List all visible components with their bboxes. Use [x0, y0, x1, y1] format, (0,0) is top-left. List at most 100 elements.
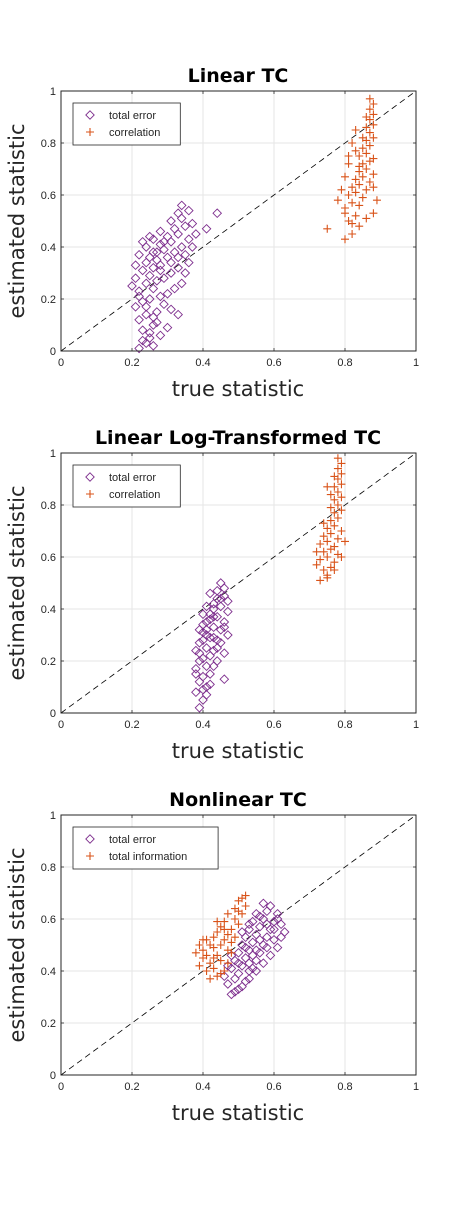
data-point-total-error	[215, 601, 226, 612]
data-point-total-error	[152, 255, 162, 265]
data-point-total-error	[141, 301, 152, 312]
data-point-total-error	[208, 645, 219, 656]
data-point-total-error	[180, 249, 191, 260]
data-point-total-error	[208, 611, 219, 622]
data-point-total-error	[137, 325, 148, 336]
data-point-total-error	[187, 242, 198, 252]
data-point-correlation	[369, 183, 378, 192]
reference-line	[60, 452, 417, 714]
data-point-total-error	[240, 942, 251, 953]
data-point-total-error	[233, 968, 244, 979]
legend-box	[72, 464, 181, 508]
legend-label-correlation: correlation	[109, 489, 160, 501]
data-point-total-error	[155, 239, 166, 250]
data-point-total-error	[162, 288, 173, 299]
x-tick-label: 0.2	[124, 1081, 139, 1093]
legend-label-correlation: correlation	[109, 127, 160, 139]
x-tick-label: 1	[413, 1081, 419, 1093]
data-point-total-information	[241, 902, 250, 910]
y-tick-label: 0.4	[41, 966, 56, 978]
data-point-total-error	[201, 643, 212, 653]
data-point-total-error	[269, 924, 279, 935]
y-tick-label: 0.4	[41, 242, 56, 254]
data-point-total-error	[134, 343, 144, 354]
legend-marker-total-error	[85, 472, 95, 482]
data-point-total-error	[134, 314, 144, 325]
data-point-total-error	[244, 958, 254, 969]
data-point-total-error	[212, 208, 223, 219]
data-point-total-error	[208, 632, 219, 643]
data-point-total-error	[244, 973, 254, 984]
data-point-total-information	[209, 943, 218, 952]
data-point-total-error	[144, 333, 155, 343]
data-point-correlation	[333, 454, 342, 463]
data-point-correlation	[355, 162, 364, 171]
data-point-correlation	[326, 503, 335, 512]
data-point-total-error	[205, 632, 215, 643]
data-point-total-information	[202, 967, 211, 975]
data-point-total-error	[134, 286, 144, 297]
reference-line	[60, 90, 417, 352]
data-point-correlation	[369, 209, 378, 218]
data-point-total-error	[130, 273, 141, 284]
data-point-correlation	[348, 230, 357, 238]
data-point-total-information	[230, 933, 239, 942]
data-point-total-error	[269, 934, 279, 945]
data-point-total-error	[159, 273, 169, 284]
data-point-total-error	[134, 291, 144, 302]
data-point-total-error	[155, 330, 166, 341]
data-point-correlation	[365, 94, 374, 103]
data-point-total-information	[223, 946, 232, 955]
series-correlation	[323, 94, 381, 244]
data-point-total-information	[199, 935, 207, 944]
data-point-total-error	[155, 291, 166, 302]
data-point-correlation	[362, 185, 371, 194]
y-axis-label: estimated statistic	[5, 123, 29, 318]
legend-box	[72, 102, 181, 146]
data-point-total-error	[201, 630, 212, 640]
data-point-correlation	[369, 154, 378, 163]
data-point-total-error	[262, 919, 272, 930]
data-point-total-error	[233, 958, 244, 969]
x-tick-label: 0	[58, 719, 64, 731]
data-point-correlation	[355, 180, 364, 189]
y-tick-label: 0.6	[41, 914, 56, 926]
y-tick-label: 0.8	[41, 862, 56, 874]
data-point-total-error	[215, 578, 226, 588]
data-point-correlation	[341, 537, 349, 546]
data-point-correlation	[351, 175, 360, 184]
data-point-total-error	[198, 609, 208, 620]
data-point-total-error	[237, 960, 247, 971]
data-point-total-error	[272, 908, 283, 919]
data-point-correlation	[341, 209, 349, 218]
data-point-correlation	[330, 472, 339, 481]
x-tick-label: 0.6	[266, 357, 281, 369]
data-point-total-error	[166, 268, 176, 278]
data-point-total-error	[205, 588, 215, 599]
data-point-correlation	[312, 560, 321, 569]
data-point-total-error	[187, 218, 198, 229]
data-point-total-error	[166, 257, 176, 268]
data-point-total-information	[220, 935, 229, 944]
data-point-total-error	[144, 270, 155, 281]
data-point-total-error	[183, 257, 194, 268]
data-point-correlation	[348, 198, 357, 207]
reference-line	[60, 814, 417, 1076]
data-point-correlation	[351, 188, 360, 197]
data-point-total-information	[220, 925, 229, 934]
data-point-total-error	[198, 684, 208, 695]
data-point-correlation	[316, 555, 325, 564]
data-point-total-information	[195, 941, 204, 949]
data-point-correlation	[330, 566, 339, 574]
data-point-correlation	[333, 514, 342, 522]
data-point-total-error	[173, 252, 183, 263]
chart-panel-nonlinear-tc: Nonlinear TC true statistic estimated st…	[5, 789, 419, 1125]
data-point-total-error	[194, 656, 205, 666]
data-point-total-information	[199, 946, 207, 955]
series-total-error	[127, 200, 223, 354]
data-point-correlation	[337, 493, 346, 502]
data-point-total-error	[244, 924, 254, 935]
data-point-total-error	[148, 340, 159, 351]
data-point-total-error	[205, 669, 215, 679]
data-point-total-error	[223, 630, 233, 640]
